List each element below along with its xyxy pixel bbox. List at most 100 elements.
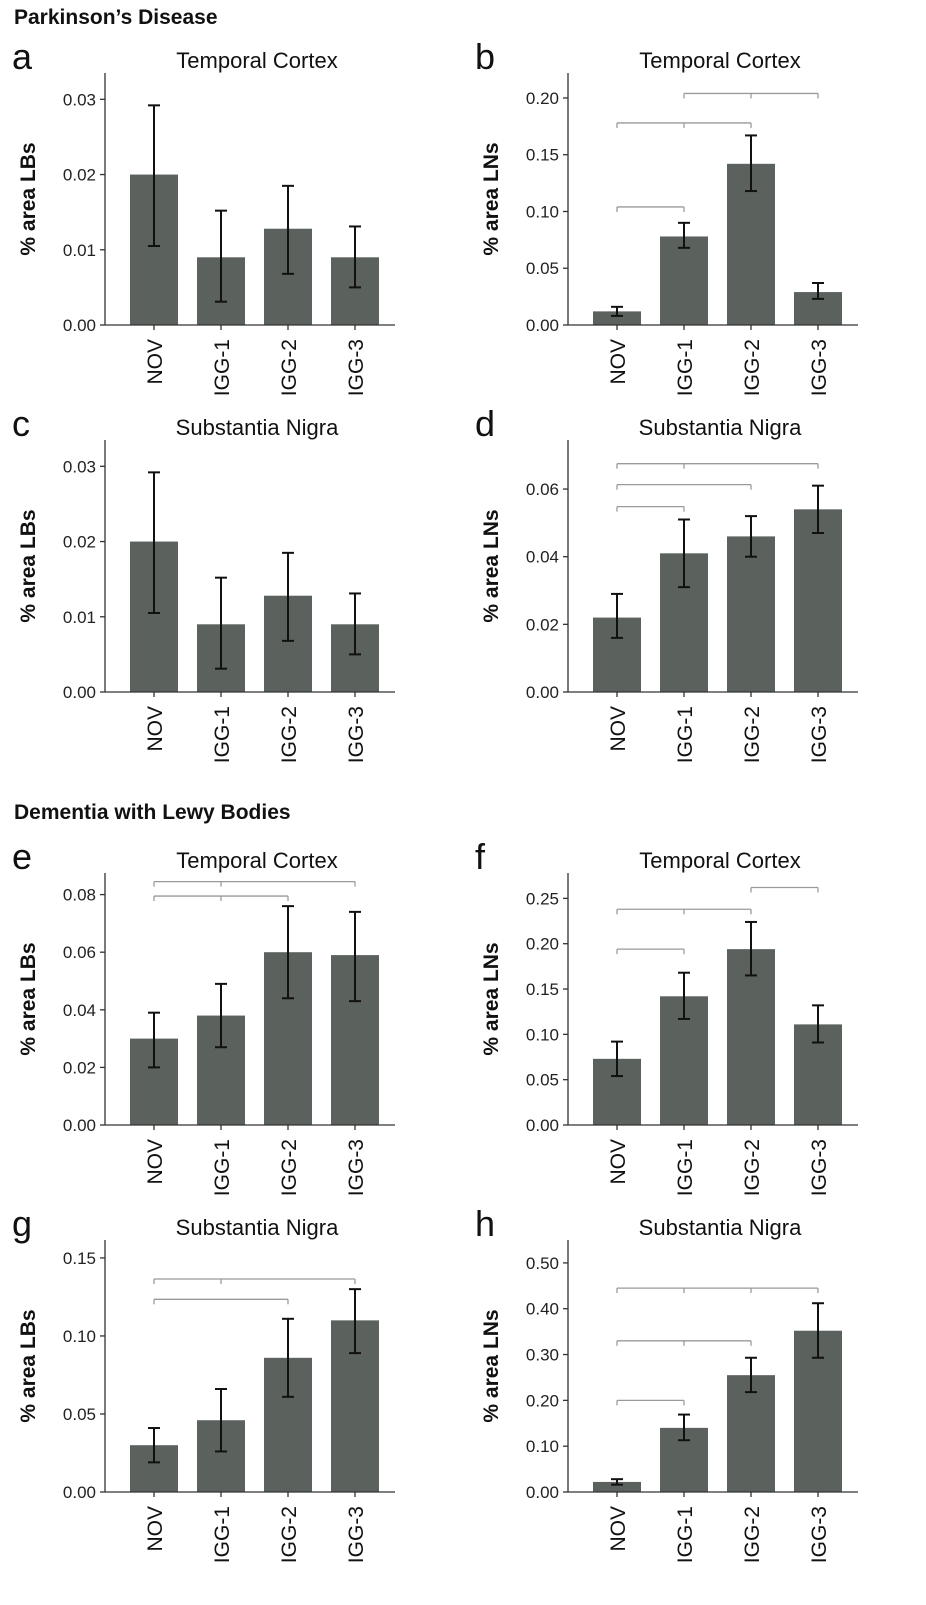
category-label: IGG-3 <box>345 1139 368 1196</box>
error-bar <box>215 576 227 670</box>
chart-panel-f: f Temporal Cortex % area LNs NOV IGG-1 IGG-2 I… <box>463 836 926 1238</box>
significance-bracket <box>616 948 685 955</box>
category-label: IGG-2 <box>278 1506 301 1563</box>
category-label: IGG-1 <box>211 1139 234 1196</box>
error-bar <box>282 184 294 275</box>
chart-panel-a: a Temporal Cortex % area LBs NOV IGG-1 IGG-2 I… <box>0 36 463 438</box>
category-label: NOV <box>607 706 630 752</box>
y-tick-label: 0.00 <box>526 683 559 702</box>
bar-igg-2 <box>727 949 775 1125</box>
significance-bracket <box>683 92 819 99</box>
panel-letter: f <box>475 836 486 877</box>
chart-title: Temporal Cortex <box>639 48 800 73</box>
category-label: IGG-2 <box>741 1506 764 1563</box>
error-bar <box>349 910 361 1003</box>
significance-bracket <box>616 206 685 212</box>
error-bar <box>282 905 294 1000</box>
chart-panel-e: e Temporal Cortex % area LBs NOV IGG-1 IGG-2 I… <box>0 836 463 1238</box>
error-bar <box>148 1011 160 1069</box>
y-axis-label: % area LNs <box>480 509 503 622</box>
y-tick-label: 0.01 <box>63 608 96 627</box>
y-tick-label: 0.04 <box>63 1001 96 1020</box>
significance-bracket <box>616 463 819 469</box>
y-tick-label: 0.00 <box>63 1116 96 1135</box>
y-tick-label: 0.06 <box>526 480 559 499</box>
y-tick-label: 0.00 <box>526 316 559 335</box>
chart-svg-f: f Temporal Cortex % area LNs NOV IGG-1 IGG-2 I… <box>475 836 858 1196</box>
y-tick-label: 0.00 <box>526 1116 559 1135</box>
chart-panel-b: b Temporal Cortex % area LNs NOV IGG-1 IGG-2 I… <box>463 36 926 438</box>
category-label: IGG-3 <box>808 339 831 396</box>
chart-title: Substantia Nigra <box>176 415 339 440</box>
significance-bracket <box>153 1298 289 1305</box>
y-axis-label: % area LNs <box>480 142 503 255</box>
significance-bracket <box>153 880 356 887</box>
error-bar <box>812 484 824 535</box>
significance-bracket <box>616 505 685 512</box>
bar-igg-3 <box>794 509 842 692</box>
y-tick-label: 0.10 <box>63 1327 96 1346</box>
y-tick-label: 0.15 <box>526 146 559 165</box>
error-bar <box>349 225 361 289</box>
panel-letter: c <box>12 403 30 444</box>
panel-letter: b <box>475 36 495 77</box>
category-label: IGG-3 <box>345 706 368 763</box>
significance-bracket <box>153 895 289 902</box>
chart-panel-c: c Substantia Nigra % area LBs NOV IGG-1 IGG-2… <box>0 403 463 805</box>
y-tick-label: 0.06 <box>63 943 96 962</box>
y-axis-label: % area LBs <box>17 942 40 1055</box>
error-bar <box>745 134 757 193</box>
significance-bracket <box>750 886 819 893</box>
y-tick-label: 0.20 <box>526 1391 559 1410</box>
y-tick-label: 0.05 <box>526 1071 559 1090</box>
category-label: IGG-1 <box>211 706 234 763</box>
chart-title: Substantia Nigra <box>639 415 802 440</box>
significance-bracket <box>616 1287 819 1294</box>
chart-svg-h: h Substantia Nigra % area LNs NOV IGG-1 IGG-2… <box>475 1203 858 1563</box>
category-label: IGG-2 <box>741 1139 764 1196</box>
category-label: IGG-1 <box>674 1506 697 1563</box>
y-axis-label: % area LBs <box>17 509 40 622</box>
error-bar <box>148 1427 160 1464</box>
y-tick-label: 0.20 <box>526 89 559 108</box>
category-label: IGG-1 <box>674 1139 697 1196</box>
category-label: IGG-1 <box>211 339 234 396</box>
error-bar <box>349 1288 361 1355</box>
panel-letter: g <box>12 1203 32 1244</box>
category-label: IGG-2 <box>741 339 764 396</box>
error-bar <box>812 1302 824 1359</box>
panel-letter: d <box>475 403 495 444</box>
y-axis-label: % area LNs <box>480 1309 503 1422</box>
y-tick-label: 0.05 <box>526 259 559 278</box>
y-tick-label: 0.15 <box>63 1249 96 1268</box>
error-bar <box>678 221 690 249</box>
significance-bracket <box>616 122 752 128</box>
error-bar <box>611 1040 623 1078</box>
error-bar <box>282 1317 294 1398</box>
chart-title: Substantia Nigra <box>176 1215 339 1240</box>
category-label: IGG-3 <box>808 706 831 763</box>
y-tick-label: 0.40 <box>526 1300 559 1319</box>
y-tick-label: 0.01 <box>63 241 96 260</box>
chart-svg-d: d Substantia Nigra % area LNs NOV IGG-1 IGG-2… <box>475 403 858 763</box>
error-bar <box>148 104 160 248</box>
y-tick-label: 0.00 <box>63 683 96 702</box>
error-bar <box>745 920 757 977</box>
error-bar <box>148 471 160 615</box>
category-label: IGG-2 <box>741 706 764 763</box>
y-tick-label: 0.10 <box>526 202 559 221</box>
y-tick-label: 0.08 <box>63 886 96 905</box>
significance-bracket <box>153 1278 356 1285</box>
panel-letter: a <box>12 36 33 77</box>
category-label: NOV <box>144 339 167 385</box>
y-tick-label: 0.04 <box>526 548 559 567</box>
chart-svg-b: b Temporal Cortex % area LNs NOV IGG-1 IGG-2 I… <box>475 36 858 396</box>
category-label: NOV <box>607 1139 630 1185</box>
chart-panel-d: d Substantia Nigra % area LNs NOV IGG-1 IGG-2… <box>463 403 926 805</box>
chart-panel-g: g Substantia Nigra % area LBs NOV IGG-1 IGG-2… <box>0 1203 463 1605</box>
chart-svg-a: a Temporal Cortex % area LBs NOV IGG-1 IGG-2 I… <box>12 36 395 396</box>
y-axis-label: % area LNs <box>480 942 503 1055</box>
section-title-parkinsons: Parkinson’s Disease <box>14 6 218 29</box>
y-tick-label: 0.20 <box>526 935 559 954</box>
category-label: IGG-3 <box>808 1139 831 1196</box>
